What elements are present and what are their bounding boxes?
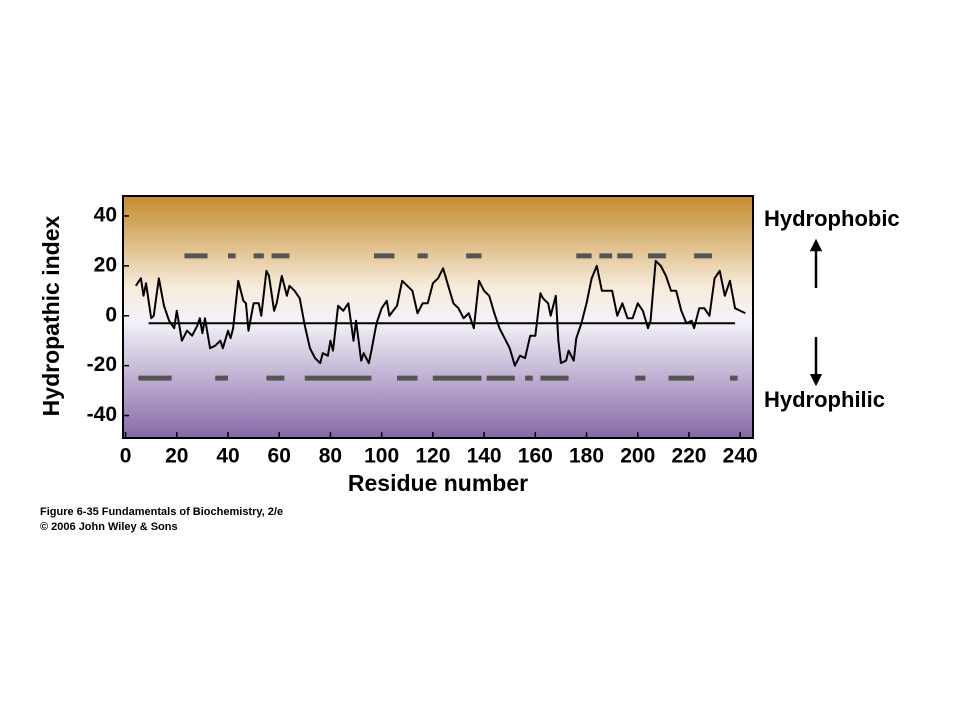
caption: © 2006 John Wiley & Sons <box>40 521 178 533</box>
x-tick-label: 80 <box>319 445 342 468</box>
y-tick-label: 40 <box>94 204 117 227</box>
x-tick-label: 20 <box>165 445 188 468</box>
x-tick-label: 180 <box>569 445 604 468</box>
x-tick-label: 140 <box>467 445 502 468</box>
x-tick-label: 220 <box>671 445 706 468</box>
plot-area <box>122 195 754 439</box>
y-tick-label: 0 <box>105 303 117 326</box>
y-tick-label: -20 <box>87 353 117 376</box>
annotation: Hydrophilic <box>764 387 885 412</box>
y-tick-label: -40 <box>87 403 117 426</box>
x-tick-label: 240 <box>723 445 758 468</box>
x-tick-label: 120 <box>415 445 450 468</box>
x-axis-label: Residue number <box>348 470 528 496</box>
caption: Figure 6-35 Fundamentals of Biochemistry… <box>40 506 283 518</box>
x-tick-label: 60 <box>268 445 291 468</box>
x-tick-label: 100 <box>364 445 399 468</box>
y-tick-label: 20 <box>94 253 117 276</box>
x-tick-label: 40 <box>216 445 239 468</box>
x-tick-label: 0 <box>120 445 132 468</box>
plot-border <box>122 195 754 439</box>
plot-background <box>123 196 753 438</box>
y-axis-label: Hydropathic index <box>38 215 64 416</box>
data-line <box>134 259 746 367</box>
x-tick-label: 160 <box>518 445 553 468</box>
annotation: Hydrophobic <box>764 206 900 231</box>
x-tick-label: 200 <box>620 445 655 468</box>
